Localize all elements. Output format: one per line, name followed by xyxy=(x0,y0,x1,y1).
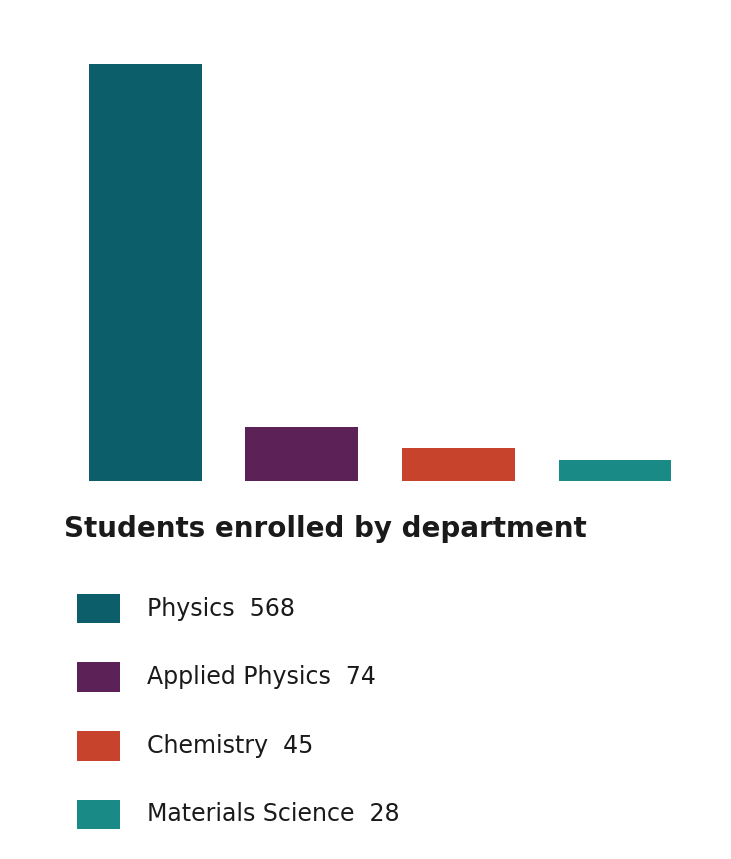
FancyBboxPatch shape xyxy=(77,731,120,760)
Text: Materials Science  28: Materials Science 28 xyxy=(146,802,399,826)
FancyBboxPatch shape xyxy=(77,800,120,829)
Text: Applied Physics  74: Applied Physics 74 xyxy=(146,665,376,689)
Bar xyxy=(88,64,202,481)
FancyBboxPatch shape xyxy=(77,594,120,624)
Bar xyxy=(246,427,358,481)
Text: Physics  568: Physics 568 xyxy=(146,597,295,621)
FancyBboxPatch shape xyxy=(77,662,120,692)
Text: Students enrolled by department: Students enrolled by department xyxy=(64,515,587,543)
Bar xyxy=(558,460,672,481)
Text: Chemistry  45: Chemistry 45 xyxy=(146,734,313,758)
Bar xyxy=(402,448,515,481)
